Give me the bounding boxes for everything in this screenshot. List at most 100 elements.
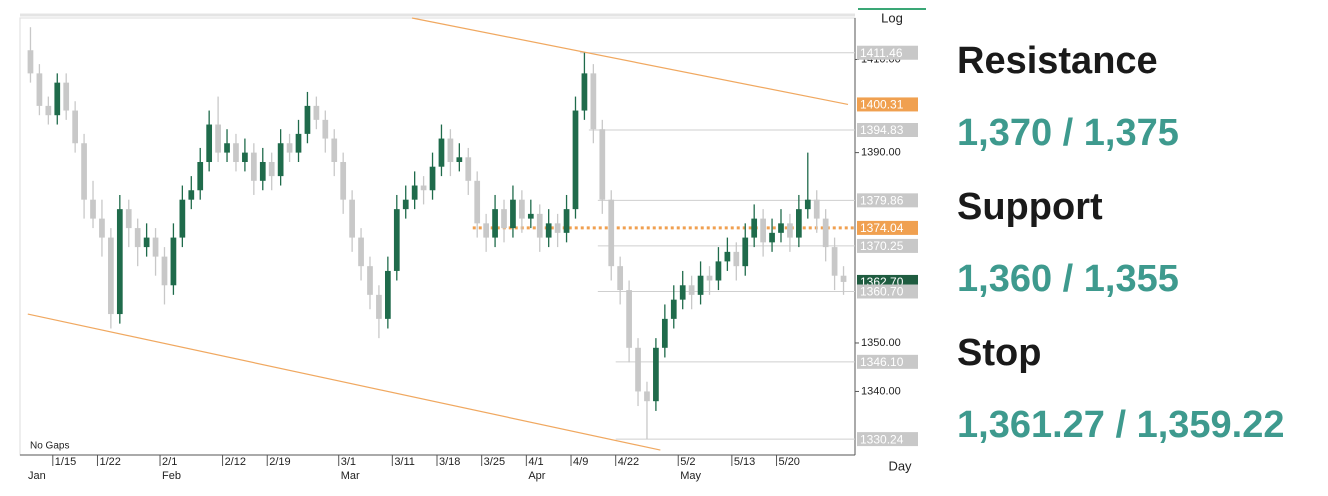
candle-body (304, 105, 311, 134)
candle-body (617, 266, 624, 291)
y-tick-label: 1340.00 (861, 385, 901, 397)
candle-body (554, 223, 561, 233)
x-tick-label: 5/20 (779, 456, 800, 468)
candle-body (536, 213, 543, 238)
period-label: Day (888, 458, 912, 473)
level-label: 1330.24 (860, 432, 904, 446)
log-label: Log (881, 10, 903, 25)
candle-body (179, 199, 186, 238)
candle-body (125, 209, 132, 229)
x-tick-label: 3/1 (341, 456, 356, 468)
candle-body (215, 124, 221, 153)
candle-body (447, 138, 454, 163)
month-label: May (680, 470, 701, 482)
x-tick-label: 5/2 (680, 456, 695, 468)
level-label-bg (857, 284, 918, 299)
candle-body (45, 105, 52, 116)
candle-body (286, 143, 293, 153)
month-label: Jan (28, 470, 46, 482)
candle-body (697, 275, 704, 295)
month-label: Mar (341, 470, 360, 482)
candle-body (340, 162, 347, 200)
candle-body (90, 199, 96, 219)
candle-body (706, 275, 713, 281)
candle-body (474, 180, 481, 224)
candle-body (465, 157, 472, 181)
level-label: 1360.70 (860, 285, 904, 299)
x-tick-label: 3/25 (484, 456, 505, 468)
plot-frame (19, 17, 856, 456)
candle-body (152, 237, 159, 257)
level-label-bg (857, 432, 918, 447)
stop-value: 1,361.27 / 1,359.22 (957, 404, 1285, 446)
candle-body (420, 185, 427, 191)
level-label-bg (857, 193, 918, 208)
candle-body (313, 105, 320, 120)
x-tick-label: 3/11 (394, 456, 415, 468)
candle-body (331, 138, 338, 163)
candle-body (367, 266, 373, 295)
level-label: 1400.31 (860, 98, 904, 112)
candle-body (670, 299, 677, 319)
candle-body (795, 209, 802, 238)
x-tick-label: 3/18 (439, 456, 460, 468)
candle-body (519, 199, 525, 219)
candle-body (813, 199, 820, 219)
candle-body (661, 318, 668, 348)
resistance-title: Resistance (957, 40, 1158, 82)
support-title: Support (957, 186, 1103, 228)
x-tick-label: 5/13 (734, 456, 755, 468)
candle-body (653, 347, 659, 402)
candle-body (384, 270, 391, 319)
candle-body (402, 199, 409, 210)
candle-body (456, 157, 463, 163)
candle-body (742, 237, 749, 267)
candle-body (161, 256, 168, 286)
candle-body (197, 162, 204, 191)
candle-body (831, 247, 838, 276)
candle-body (376, 294, 382, 319)
candle-body (626, 290, 632, 348)
candle-body (170, 237, 177, 286)
x-tick-label: 2/19 (269, 456, 290, 468)
level-label-bg (857, 97, 918, 112)
candle-body (36, 73, 43, 106)
candle-body (751, 218, 758, 238)
candle-body (277, 143, 284, 177)
candle-body (268, 162, 275, 177)
level-label-bg (857, 45, 918, 60)
candle-body (322, 119, 329, 139)
candle-body (688, 285, 695, 295)
candle-body (483, 223, 490, 238)
candle-body (429, 166, 436, 191)
candle-body (527, 213, 534, 219)
candle-body (599, 129, 606, 200)
candle-body (27, 50, 34, 74)
x-tick-label: 2/12 (225, 456, 246, 468)
support-value: 1,360 / 1,355 (957, 258, 1179, 300)
candle-body (393, 209, 400, 271)
candle-body (715, 261, 722, 281)
candle-body (778, 223, 784, 233)
gaps-label: No Gaps (30, 441, 69, 452)
x-tick-label: 2/1 (162, 456, 177, 468)
level-label: 1374.04 (860, 221, 904, 235)
y-tick-label: 1390.00 (861, 147, 901, 159)
candle-body (206, 124, 213, 163)
level-label: 1394.83 (860, 123, 904, 137)
x-tick-label: 1/22 (99, 456, 120, 468)
candle-body (545, 223, 552, 238)
candle-body (635, 347, 641, 392)
month-label: Feb (162, 470, 181, 482)
candle-body (349, 199, 355, 238)
candle-body (72, 110, 79, 144)
candle-body (590, 73, 597, 130)
candle-body (188, 190, 195, 200)
candle-body (608, 199, 615, 267)
candle-body (769, 232, 775, 243)
candle-body (438, 138, 445, 167)
chart: Log No Gaps Day 1410.001390.001350.00134… (19, 8, 926, 482)
candle-body (492, 209, 498, 238)
level-label-bg (857, 123, 918, 138)
